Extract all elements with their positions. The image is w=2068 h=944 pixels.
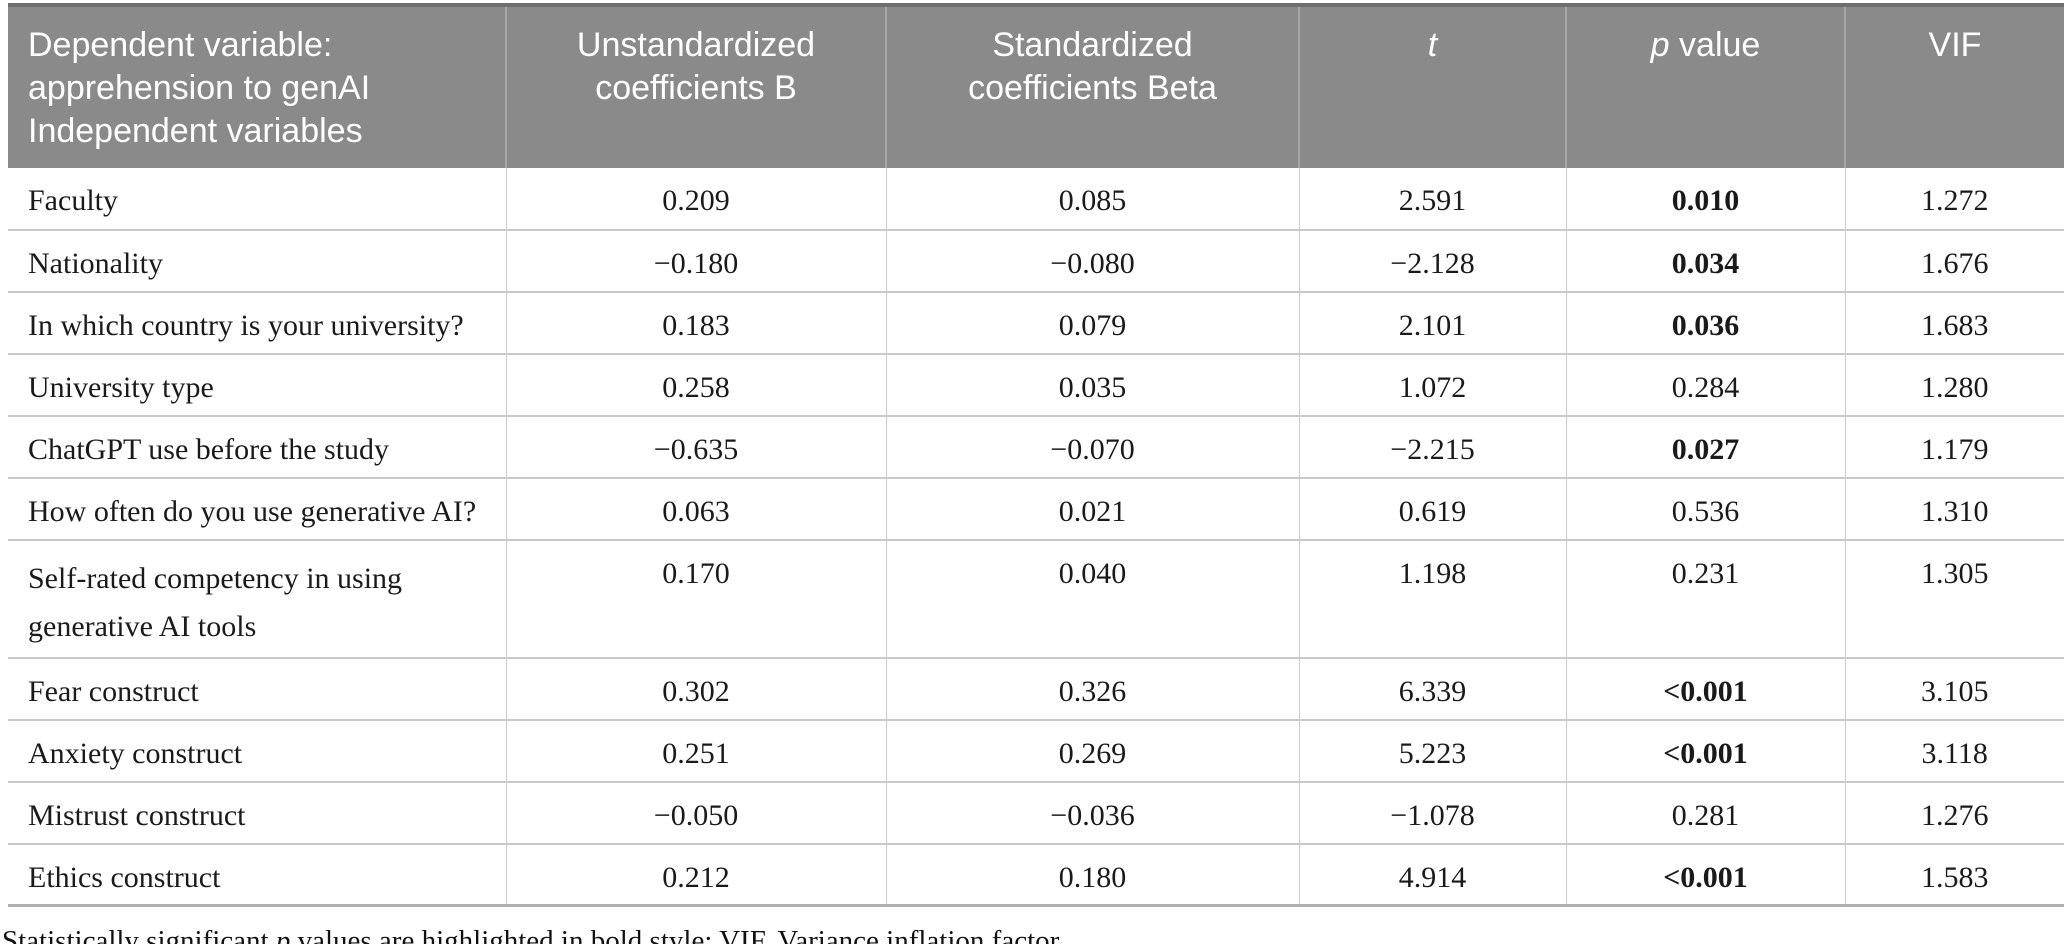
table-row: ChatGPT use before the study −0.635 −0.0…: [8, 415, 2064, 479]
row-label: ChatGPT use before the study: [8, 415, 507, 479]
cell-vif: 1.272: [1845, 167, 2064, 231]
table-row: Anxiety construct 0.251 0.269 5.223 <0.0…: [8, 719, 2064, 783]
cell-p: <0.001: [1566, 719, 1846, 783]
table-header: Dependent variable: apprehension to genA…: [8, 5, 2064, 168]
cell-b: 0.251: [506, 719, 887, 783]
p-label: p: [1650, 26, 1670, 64]
regression-results-table: Dependent variable: apprehension to genA…: [8, 3, 2064, 908]
footnote-text: Statistically significant: [2, 925, 276, 944]
table-row: How often do you use generative AI? 0.06…: [8, 477, 2064, 541]
cell-beta: 0.269: [886, 719, 1300, 783]
cell-b: 0.302: [506, 657, 887, 721]
cell-p: 0.036: [1566, 291, 1846, 355]
row-label: Self-rated competency in using generativ…: [8, 539, 507, 659]
header-row: Dependent variable: apprehension to genA…: [8, 5, 2064, 168]
cell-vif: 1.676: [1845, 229, 2064, 293]
cell-b: 0.170: [506, 539, 887, 659]
cell-b: −0.180: [506, 229, 887, 293]
cell-beta: 0.079: [886, 291, 1300, 355]
cell-b: 0.258: [506, 353, 887, 417]
cell-p: 0.281: [1566, 781, 1846, 845]
header-standardized-beta: Standardized coefficients Beta: [886, 5, 1300, 168]
cell-p: 0.010: [1566, 167, 1846, 231]
table-row: Faculty 0.209 0.085 2.591 0.010 1.272: [8, 167, 2064, 231]
cell-t: 1.072: [1299, 353, 1567, 417]
cell-t: 4.914: [1299, 843, 1567, 906]
cell-t: 1.198: [1299, 539, 1567, 659]
cell-beta: −0.070: [886, 415, 1300, 479]
row-label: Anxiety construct: [8, 719, 507, 783]
cell-vif: 1.305: [1845, 539, 2064, 659]
footnote-text: values are highlighted in bold style; VI…: [290, 925, 1065, 944]
cell-vif: 1.280: [1845, 353, 2064, 417]
cell-t: −1.078: [1299, 781, 1567, 845]
table-row: University type 0.258 0.035 1.072 0.284 …: [8, 353, 2064, 417]
row-label: University type: [8, 353, 507, 417]
cell-beta: 0.040: [886, 539, 1300, 659]
cell-beta: 0.085: [886, 167, 1300, 231]
cell-vif: 1.683: [1845, 291, 2064, 355]
cell-vif: 3.105: [1845, 657, 2064, 721]
table-footnote: Statistically significant p values are h…: [2, 925, 2068, 944]
cell-b: −0.635: [506, 415, 887, 479]
header-unstandardized-b: Unstandardized coefficients B: [506, 5, 887, 168]
header-vif: VIF: [1845, 5, 2064, 168]
cell-b: 0.209: [506, 167, 887, 231]
table-row: Ethics construct 0.212 0.180 4.914 <0.00…: [8, 843, 2064, 906]
cell-vif: 1.276: [1845, 781, 2064, 845]
row-label: How often do you use generative AI?: [8, 477, 507, 541]
table-body: Faculty 0.209 0.085 2.591 0.010 1.272 Na…: [8, 167, 2064, 906]
cell-t: −2.128: [1299, 229, 1567, 293]
row-label: In which country is your university?: [8, 291, 507, 355]
cell-beta: 0.021: [886, 477, 1300, 541]
row-label: Ethics construct: [8, 843, 507, 906]
cell-beta: 0.035: [886, 353, 1300, 417]
cell-p: 0.284: [1566, 353, 1846, 417]
row-label: Fear construct: [8, 657, 507, 721]
cell-t: 2.591: [1299, 167, 1567, 231]
cell-p: 0.034: [1566, 229, 1846, 293]
cell-p: 0.536: [1566, 477, 1846, 541]
cell-b: 0.212: [506, 843, 887, 906]
table-row: Fear construct 0.302 0.326 6.339 <0.001 …: [8, 657, 2064, 721]
footnote-p-symbol: p: [275, 925, 291, 944]
p-value-label: value: [1669, 26, 1761, 64]
header-dependent-variable: Dependent variable: apprehension to genA…: [8, 5, 507, 168]
cell-p: 0.027: [1566, 415, 1846, 479]
cell-vif: 3.118: [1845, 719, 2064, 783]
cell-b: 0.063: [506, 477, 887, 541]
cell-p: <0.001: [1566, 657, 1846, 721]
cell-beta: −0.080: [886, 229, 1300, 293]
table-row: In which country is your university? 0.1…: [8, 291, 2064, 355]
cell-b: −0.050: [506, 781, 887, 845]
cell-vif: 1.310: [1845, 477, 2064, 541]
cell-beta: 0.180: [886, 843, 1300, 906]
cell-t: 2.101: [1299, 291, 1567, 355]
cell-p: 0.231: [1566, 539, 1846, 659]
table-row: Self-rated competency in using generativ…: [8, 539, 2064, 659]
row-label: Mistrust construct: [8, 781, 507, 845]
header-p-value: p value: [1566, 5, 1846, 168]
cell-vif: 1.583: [1845, 843, 2064, 906]
cell-b: 0.183: [506, 291, 887, 355]
cell-t: 0.619: [1299, 477, 1567, 541]
cell-p: <0.001: [1566, 843, 1846, 906]
row-label: Nationality: [8, 229, 507, 293]
cell-vif: 1.179: [1845, 415, 2064, 479]
cell-beta: −0.036: [886, 781, 1300, 845]
header-t: t: [1299, 5, 1567, 168]
t-label: t: [1427, 26, 1438, 64]
row-label: Faculty: [8, 167, 507, 231]
cell-t: 6.339: [1299, 657, 1567, 721]
table-row: Mistrust construct −0.050 −0.036 −1.078 …: [8, 781, 2064, 845]
cell-t: −2.215: [1299, 415, 1567, 479]
cell-beta: 0.326: [886, 657, 1300, 721]
table-row: Nationality −0.180 −0.080 −2.128 0.034 1…: [8, 229, 2064, 293]
cell-t: 5.223: [1299, 719, 1567, 783]
